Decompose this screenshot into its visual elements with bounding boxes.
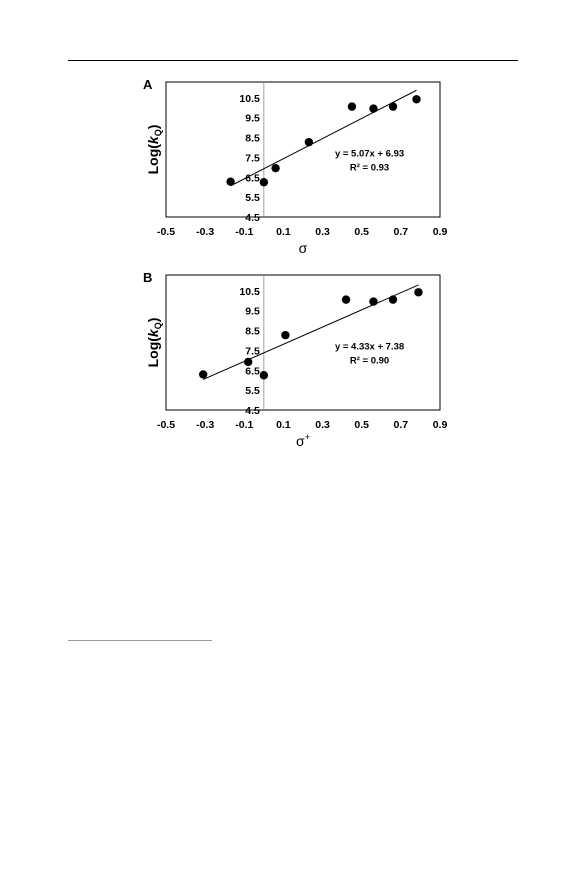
r-squared-label: R² = 0.93: [350, 162, 389, 173]
data-point: [259, 178, 269, 187]
y-axis-title-k: k: [145, 328, 161, 337]
x-tick-label: 0.9: [433, 226, 448, 238]
plot-area: [165, 81, 441, 218]
y-tick-label: 9.5: [245, 113, 260, 125]
data-point: [226, 177, 235, 186]
x-axis-title-superscript: +: [305, 432, 310, 442]
y-axis-title-close: ): [145, 318, 161, 323]
regression-equation: y = 5.07x + 6.93: [335, 148, 404, 159]
y-axis-title-k: k: [145, 135, 161, 144]
x-tick-label: 0.9: [433, 419, 448, 431]
x-tick-label: 0.5: [354, 419, 369, 431]
trendline: [230, 89, 417, 187]
data-point: [341, 295, 351, 304]
x-tick-label: 0.7: [394, 226, 409, 238]
data-point: [414, 288, 423, 297]
y-tick-label: 8.5: [245, 326, 260, 338]
y-axis-title-close: ): [145, 125, 161, 130]
y-tick-label: 6.5: [245, 365, 260, 377]
data-point: [347, 102, 357, 111]
y-tick-label: 5.5: [245, 385, 260, 397]
x-tick-label: -0.5: [157, 419, 175, 431]
x-tick-label: -0.1: [235, 226, 253, 238]
y-axis-title: Log(kQ): [145, 125, 163, 175]
trendline: [202, 284, 419, 380]
data-point: [388, 102, 398, 111]
data-point: [259, 371, 269, 380]
regression-equation: y = 4.33x + 7.38: [335, 341, 404, 352]
y-tick-label: 10.5: [239, 93, 260, 105]
footnote-rule: [68, 640, 212, 641]
data-point: [244, 357, 253, 367]
x-axis-title: σ+: [296, 432, 310, 449]
y-tick-label: 5.5: [245, 192, 260, 204]
header-rule: [68, 60, 518, 61]
x-tick-label: 0.5: [354, 226, 369, 238]
x-tick-label: 0.3: [315, 419, 330, 431]
y-tick-label: 10.5: [239, 286, 260, 298]
y-tick-label: 4.5: [245, 405, 260, 417]
plot-area: [165, 274, 441, 411]
data-point: [369, 297, 378, 306]
y-tick-label: 6.5: [245, 172, 260, 184]
y-tick-label: 8.5: [245, 133, 260, 145]
data-point: [304, 137, 314, 147]
y-tick-label: 9.5: [245, 306, 260, 318]
panel-label: A: [143, 77, 153, 92]
x-axis-title: σ: [299, 240, 308, 256]
y-tick-label: 4.5: [245, 212, 260, 224]
x-tick-label: 0.3: [315, 226, 330, 238]
y-tick-label: 7.5: [245, 152, 260, 164]
panel-label: B: [143, 270, 152, 285]
data-point: [281, 330, 290, 340]
x-tick-label: -0.1: [235, 419, 253, 431]
y-axis-title-subscript: Q: [153, 322, 163, 329]
x-tick-label: -0.3: [196, 226, 214, 238]
r-squared-label: R² = 0.90: [350, 355, 389, 366]
data-point: [388, 295, 398, 304]
x-tick-label: 0.1: [276, 419, 291, 431]
y-axis-title-main: Log(: [145, 144, 161, 175]
chart-a: 4.5 5.5 6.5 7.5 8.5 9.5 10.5 -0.5 -0.3 -0.1 0.1 0.3…: [143, 77, 448, 256]
y-axis-title-main: Log(: [145, 337, 161, 368]
x-axis-title-sigma: σ: [299, 240, 308, 256]
x-axis-title-sigma: σ: [296, 433, 305, 449]
y-axis-title-subscript: Q: [153, 129, 163, 136]
x-tick-label: -0.5: [157, 226, 175, 238]
y-tick-label: 7.5: [245, 345, 260, 357]
chart-b: 4.5 5.5 6.5 7.5 8.5 9.5 10.5 -0.5 -0.3 -0.1 0.1 0.3…: [143, 270, 448, 449]
x-tick-label: -0.3: [196, 419, 214, 431]
data-point: [198, 370, 208, 379]
data-point: [369, 104, 378, 113]
x-tick-label: 0.1: [276, 226, 291, 238]
data-point: [412, 95, 421, 104]
data-point: [271, 163, 280, 173]
y-axis-title: Log(kQ): [145, 318, 163, 368]
x-tick-label: 0.7: [394, 419, 409, 431]
